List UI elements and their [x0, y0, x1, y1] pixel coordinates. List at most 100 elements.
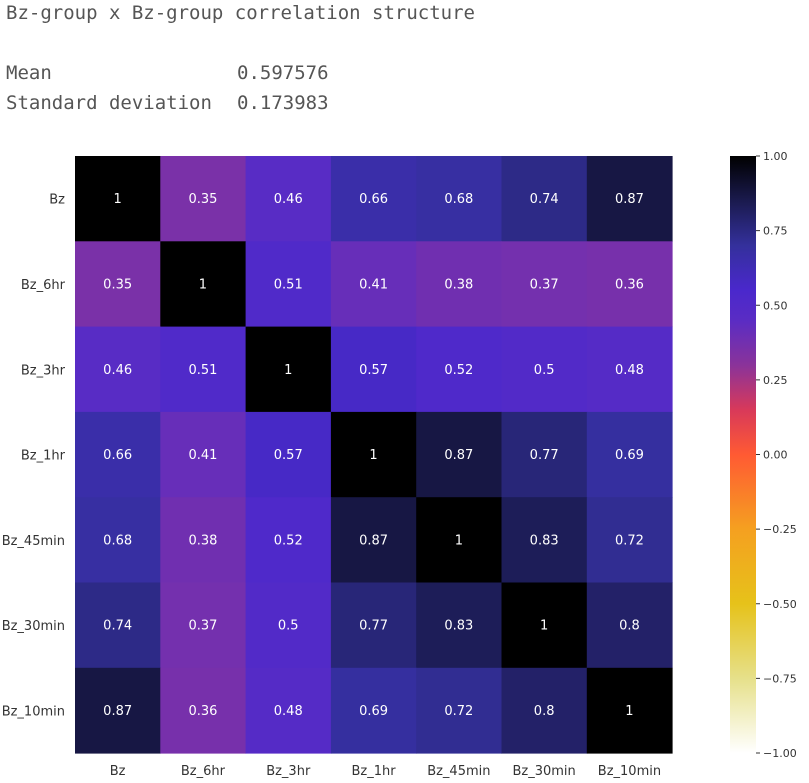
cell-value-label: 0.87 — [615, 192, 644, 207]
cell-value-label: 1 — [284, 363, 292, 378]
std-label: Standard deviation — [6, 92, 212, 114]
cell-value-label: 0.37 — [188, 619, 217, 634]
cell-value-label: 1 — [625, 704, 633, 719]
row-tick-label: Bz_10min — [2, 704, 65, 719]
heatmap-cell — [245, 326, 332, 413]
row-tick-label: Bz_1hr — [21, 449, 66, 464]
colorbar — [730, 156, 756, 753]
cell-value-label: 0.48 — [274, 704, 303, 719]
heatmap-cell — [330, 667, 417, 754]
column-tick-label: Bz_45min — [427, 764, 490, 779]
cell-value-label: 0.83 — [530, 533, 559, 548]
colorbar-tick-label: −0.50 — [763, 598, 797, 611]
cell-value-label: 0.41 — [359, 277, 388, 292]
cell-value-label: 0.8 — [619, 619, 640, 634]
cell-value-label: 0.35 — [188, 192, 217, 207]
cell-value-label: 0.77 — [530, 448, 559, 463]
cell-value-label: 0.87 — [444, 448, 473, 463]
cell-value-label: 0.48 — [615, 363, 644, 378]
row-tick-label: Bz_45min — [2, 534, 65, 549]
cell-value-label: 0.8 — [534, 704, 555, 719]
column-tick-label: Bz_10min — [598, 764, 661, 779]
heatmap-cell — [586, 667, 673, 754]
row-tick-label: Bz_30min — [2, 619, 65, 634]
heatmap-cell — [75, 582, 161, 669]
heatmap-cell — [586, 497, 673, 583]
cell-value-label: 0.68 — [103, 533, 132, 548]
cell-value-label: 0.46 — [274, 192, 303, 207]
mean-label: Mean — [6, 62, 52, 84]
colorbar-tick-label: 0.25 — [763, 374, 788, 387]
heatmap-cell — [416, 411, 502, 498]
heatmap-cell — [586, 411, 673, 498]
cell-value-label: 0.87 — [359, 533, 388, 548]
heatmap-cell — [501, 241, 588, 328]
mean-value: 0.597576 — [237, 62, 329, 84]
heatmap-cell — [501, 411, 588, 498]
cell-value-label: 0.57 — [274, 448, 303, 463]
cell-value-label: 0.72 — [615, 533, 644, 548]
heatmap-cell — [501, 667, 588, 754]
cell-value-label: 0.41 — [188, 448, 217, 463]
colorbar-tick-label: −0.25 — [763, 523, 797, 536]
cell-value-label: 0.66 — [359, 192, 388, 207]
cell-value-label: 0.57 — [359, 363, 388, 378]
column-tick-label: Bz_3hr — [266, 764, 311, 779]
cell-value-label: 0.52 — [444, 363, 473, 378]
cell-value-label: 1 — [199, 277, 207, 292]
heatmap-cell — [501, 497, 588, 583]
cell-value-label: 0.74 — [103, 619, 132, 634]
cell-value-label: 0.38 — [188, 533, 217, 548]
cell-value-label: 0.51 — [188, 363, 217, 378]
cell-value-label: 0.69 — [359, 704, 388, 719]
heatmap-cell — [245, 411, 332, 498]
heatmap-cell — [160, 667, 247, 754]
chart-title: Bz-group x Bz-group correlation structur… — [6, 2, 475, 24]
heatmap-cell — [245, 156, 332, 242]
cell-value-label: 0.36 — [188, 704, 217, 719]
heatmap-cell — [330, 156, 417, 242]
cell-value-label: 0.68 — [444, 192, 473, 207]
cell-value-label: 0.35 — [103, 277, 132, 292]
cell-value-label: 0.77 — [359, 619, 388, 634]
heatmap-cell — [245, 241, 332, 328]
cell-value-label: 0.38 — [444, 277, 473, 292]
heatmap-cell — [416, 241, 502, 328]
column-tick-label: Bz — [110, 764, 126, 779]
heatmap-cell — [160, 156, 247, 242]
heatmap-cell — [160, 411, 247, 498]
heatmap-cell — [245, 582, 332, 669]
row-tick-label: Bz — [49, 193, 65, 208]
heatmap-cell — [501, 326, 588, 413]
std-value: 0.173983 — [237, 92, 329, 114]
colorbar-tick-label: 0.00 — [763, 449, 788, 462]
heatmap-cell — [75, 497, 161, 583]
heatmap-cell — [330, 582, 417, 669]
row-tick-label: Bz_6hr — [21, 278, 66, 293]
colorbar-tick-label: 1.00 — [763, 150, 788, 163]
heatmap-cell — [245, 497, 332, 583]
row-tick-label: Bz_3hr — [21, 363, 66, 378]
cell-value-label: 0.69 — [615, 448, 644, 463]
heatmap-cell — [245, 667, 332, 754]
cell-value-label: 0.37 — [530, 277, 559, 292]
heatmap-cell — [75, 241, 161, 328]
cell-value-label: 0.52 — [274, 533, 303, 548]
heatmap-cell — [330, 241, 417, 328]
heatmap-cell — [416, 156, 502, 242]
cell-value-label: 1 — [455, 533, 463, 548]
cell-value-label: 0.66 — [103, 448, 132, 463]
heatmap-cell — [160, 326, 247, 413]
cell-value-label: 1 — [540, 619, 548, 634]
heatmap-cell — [75, 156, 161, 242]
heatmap-cell — [501, 582, 588, 669]
heatmap-cell — [330, 326, 417, 413]
heatmap-cell — [160, 582, 247, 669]
heatmap-cell — [586, 156, 673, 242]
heatmap-cell — [586, 326, 673, 413]
column-tick-label: Bz_6hr — [181, 764, 226, 779]
cell-value-label: 0.5 — [534, 363, 555, 378]
heatmap-cell — [586, 582, 673, 669]
heatmap-cell — [75, 667, 161, 754]
